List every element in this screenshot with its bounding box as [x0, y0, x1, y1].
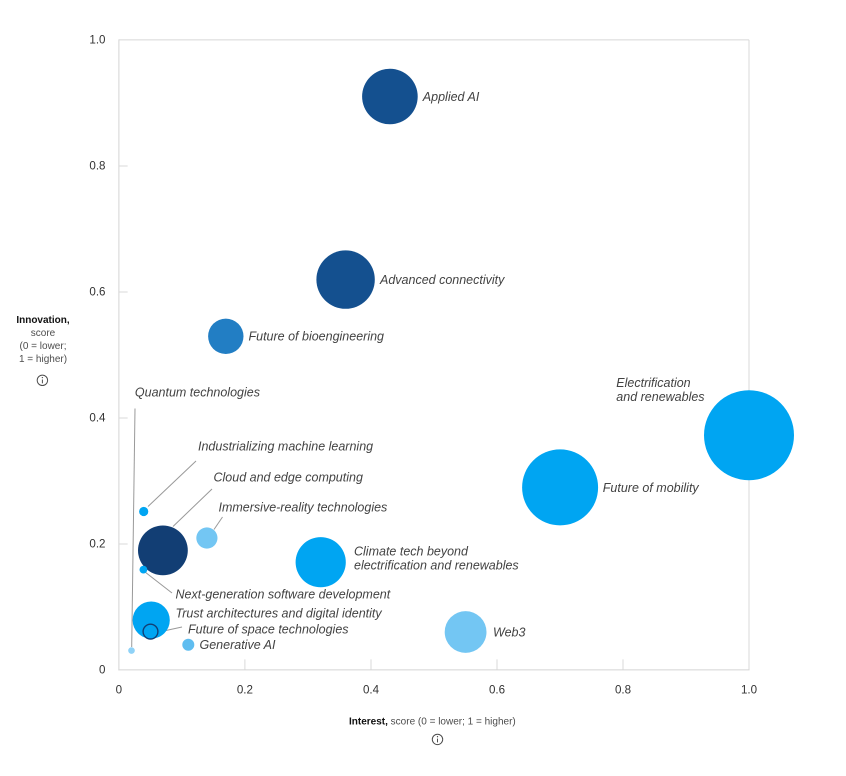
- svg-text:1.0: 1.0: [741, 684, 757, 697]
- svg-text:0.6: 0.6: [89, 285, 105, 298]
- svg-text:0.4: 0.4: [363, 684, 380, 697]
- svg-text:0.4: 0.4: [89, 411, 106, 424]
- svg-text:Cloud and edge computing: Cloud and edge computing: [214, 471, 363, 485]
- svg-text:(0 = lower;: (0 = lower;: [20, 341, 67, 352]
- svg-text:0.2: 0.2: [89, 537, 105, 550]
- svg-text:0.8: 0.8: [89, 159, 105, 172]
- svg-text:Next-generation software devel: Next-generation software development: [176, 588, 391, 602]
- svg-text:Future of space technologies: Future of space technologies: [188, 623, 349, 637]
- svg-text:Generative AI: Generative AI: [200, 638, 276, 652]
- svg-text:1.0: 1.0: [89, 33, 105, 46]
- svg-text:0.8: 0.8: [615, 684, 631, 697]
- svg-text:Future of bioengineering: Future of bioengineering: [249, 330, 385, 344]
- svg-text:Innovation,: Innovation,: [16, 315, 70, 326]
- svg-text:0: 0: [99, 663, 105, 676]
- svg-text:Quantum technologies: Quantum technologies: [135, 386, 260, 400]
- svg-text:Advanced connectivity: Advanced connectivity: [379, 273, 505, 287]
- svg-text:Electrification: Electrification: [616, 376, 690, 390]
- svg-text:score: score: [31, 328, 56, 339]
- svg-text:0: 0: [116, 684, 122, 697]
- svg-text:Interest, score (0 = lower; 1: Interest, score (0 = lower; 1 = higher): [349, 717, 516, 728]
- svg-text:Immersive-reality technologies: Immersive-reality technologies: [219, 501, 388, 515]
- svg-text:Web3: Web3: [493, 625, 525, 639]
- svg-text:Future of mobility: Future of mobility: [603, 481, 700, 495]
- svg-text:electrification and renewables: electrification and renewables: [354, 558, 519, 572]
- svg-text:Industrializing machine learni: Industrializing machine learning: [198, 440, 373, 454]
- svg-text:1 = higher): 1 = higher): [19, 354, 67, 365]
- svg-text:0.6: 0.6: [489, 684, 505, 697]
- svg-text:and renewables: and renewables: [616, 390, 704, 404]
- svg-text:Trust architectures and digita: Trust architectures and digital identity: [176, 607, 383, 621]
- svg-text:Climate tech beyond: Climate tech beyond: [354, 544, 469, 558]
- svg-text:0.2: 0.2: [237, 684, 253, 697]
- svg-text:Applied AI: Applied AI: [422, 90, 480, 104]
